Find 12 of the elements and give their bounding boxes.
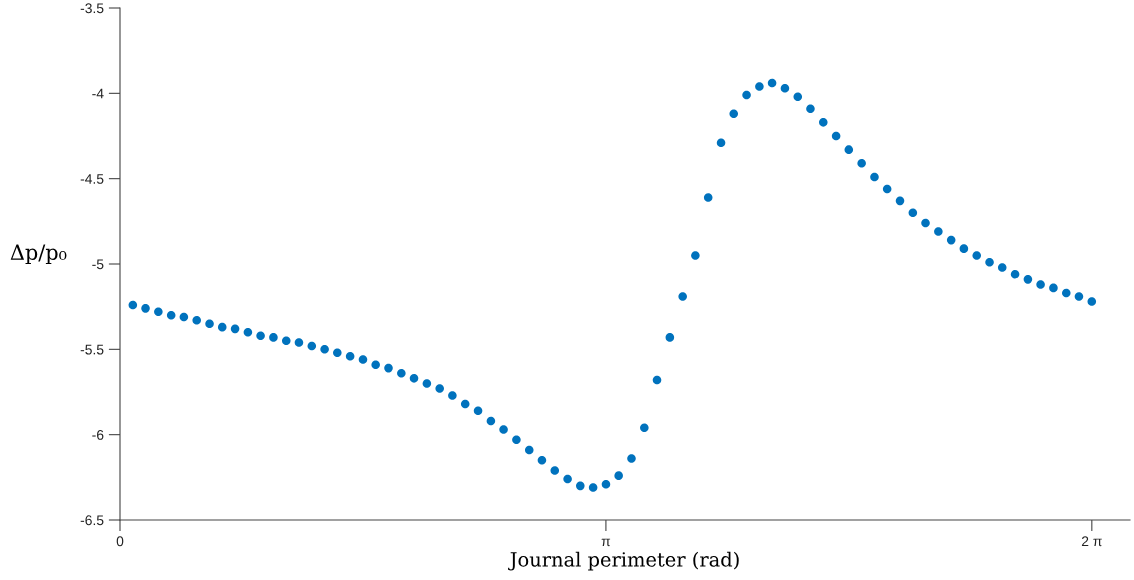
y-tick-label: -4 bbox=[92, 88, 104, 99]
x-tick-label: 2 π bbox=[1081, 536, 1102, 547]
x-tick-label: 0 bbox=[116, 536, 124, 547]
y-tick-label: -4.5 bbox=[80, 174, 104, 184]
y-tick-label: -6 bbox=[92, 430, 104, 440]
y-tick-label: -6.5 bbox=[80, 515, 104, 526]
y-tick-label: -5.5 bbox=[80, 344, 104, 355]
x-axis-title: Journal perimeter (rad) bbox=[508, 551, 739, 571]
y-tick-label: -5 bbox=[92, 259, 104, 270]
y-axis-title: Δp/p₀ bbox=[10, 244, 67, 264]
x-tick-label: π bbox=[601, 538, 611, 547]
y-tick-label: -3.5 bbox=[80, 3, 104, 14]
